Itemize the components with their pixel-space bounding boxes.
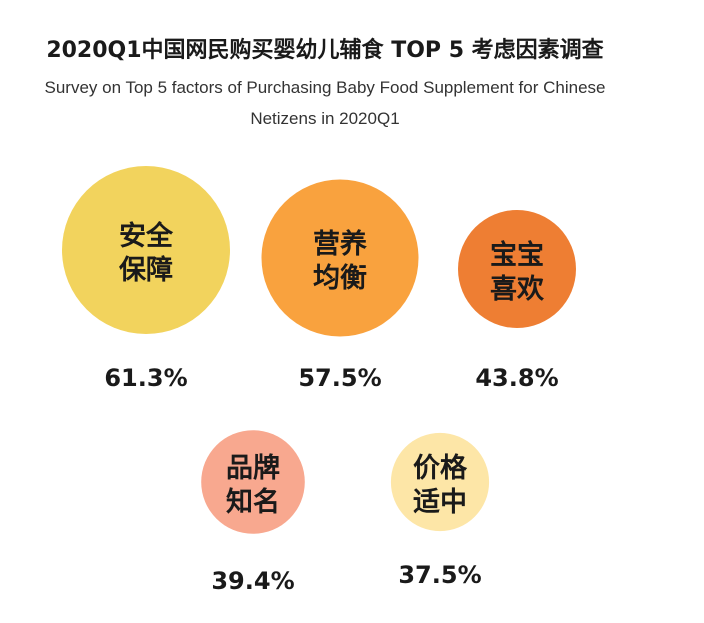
bubble: [458, 210, 576, 328]
bubble-label: 宝宝: [490, 239, 544, 271]
bubble-label: 喜欢: [490, 274, 545, 305]
bubble-label: 知名: [226, 486, 280, 518]
bubble-label: 保障: [118, 254, 173, 286]
value-label: 57.5%: [298, 364, 381, 392]
chart-title: 2020Q1中国网民购买婴幼儿辅食 TOP 5 考虑因素调查: [46, 37, 603, 63]
bubble-label: 价格: [413, 453, 468, 484]
chart-subtitle-line-2: Netizens in 2020Q1: [250, 109, 399, 128]
bubble-label: 营养: [313, 228, 367, 260]
bubble: [201, 430, 305, 534]
value-label: 37.5%: [398, 561, 481, 589]
value-label: 39.4%: [211, 567, 294, 595]
value-label: 61.3%: [104, 364, 187, 392]
bubble-label: 适中: [413, 487, 467, 518]
bubble-label: 均衡: [313, 263, 367, 294]
bubble-label: 安全: [119, 220, 174, 252]
bubble-label: 品牌: [226, 453, 280, 484]
bubble: [62, 166, 230, 334]
bubble: [261, 179, 419, 337]
bubble: [390, 432, 490, 532]
chart-subtitle-line-1: Survey on Top 5 factors of Purchasing Ba…: [44, 78, 605, 97]
value-label: 43.8%: [475, 364, 558, 392]
